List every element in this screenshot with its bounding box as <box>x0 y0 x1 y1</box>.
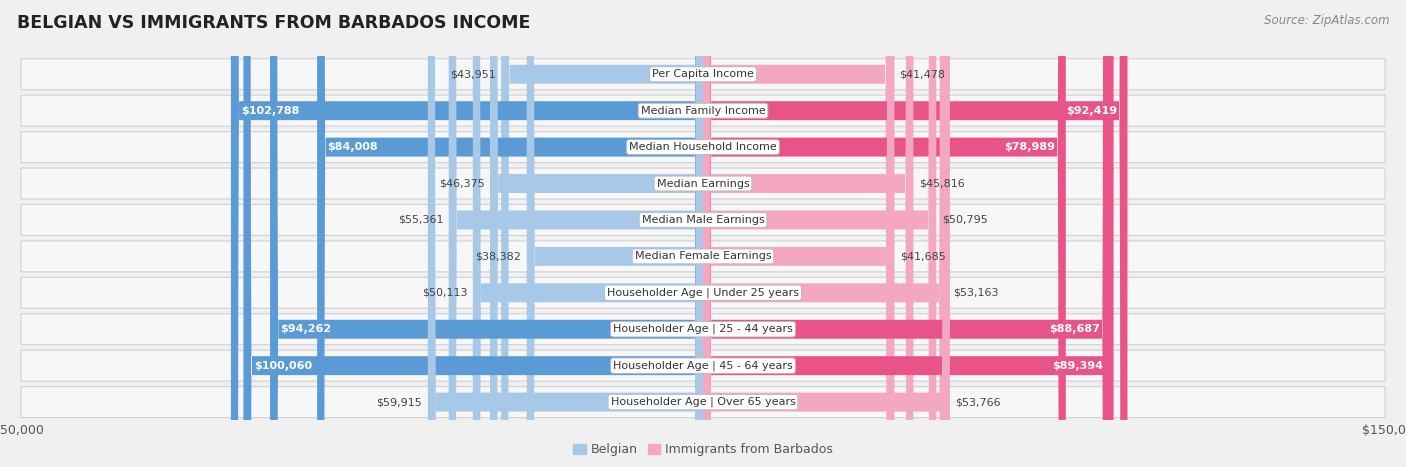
Text: Median Family Income: Median Family Income <box>641 106 765 116</box>
FancyBboxPatch shape <box>21 59 1385 90</box>
Text: $53,163: $53,163 <box>953 288 998 298</box>
FancyBboxPatch shape <box>703 0 1066 467</box>
Text: $46,375: $46,375 <box>439 178 485 189</box>
Text: Per Capita Income: Per Capita Income <box>652 69 754 79</box>
FancyBboxPatch shape <box>703 0 1128 467</box>
FancyBboxPatch shape <box>231 0 703 467</box>
Text: $41,685: $41,685 <box>900 251 946 262</box>
Text: $84,008: $84,008 <box>328 142 378 152</box>
FancyBboxPatch shape <box>243 0 703 467</box>
FancyBboxPatch shape <box>703 0 936 467</box>
Legend: Belgian, Immigrants from Barbados: Belgian, Immigrants from Barbados <box>568 439 838 461</box>
FancyBboxPatch shape <box>703 0 893 467</box>
Text: $45,816: $45,816 <box>920 178 965 189</box>
FancyBboxPatch shape <box>21 387 1385 417</box>
Text: $94,262: $94,262 <box>280 324 332 334</box>
FancyBboxPatch shape <box>21 314 1385 345</box>
Text: $89,394: $89,394 <box>1052 361 1104 371</box>
FancyBboxPatch shape <box>21 95 1385 126</box>
Text: $59,915: $59,915 <box>377 397 422 407</box>
Text: $41,478: $41,478 <box>898 69 945 79</box>
Text: Median Female Earnings: Median Female Earnings <box>634 251 772 262</box>
FancyBboxPatch shape <box>427 0 703 467</box>
Text: $92,419: $92,419 <box>1066 106 1118 116</box>
Text: Householder Age | 45 - 64 years: Householder Age | 45 - 64 years <box>613 361 793 371</box>
FancyBboxPatch shape <box>270 0 703 467</box>
FancyBboxPatch shape <box>21 132 1385 163</box>
FancyBboxPatch shape <box>449 0 703 467</box>
FancyBboxPatch shape <box>21 168 1385 199</box>
FancyBboxPatch shape <box>21 241 1385 272</box>
FancyBboxPatch shape <box>472 0 703 467</box>
Text: Householder Age | 25 - 44 years: Householder Age | 25 - 44 years <box>613 324 793 334</box>
FancyBboxPatch shape <box>501 0 703 467</box>
Text: $50,113: $50,113 <box>422 288 467 298</box>
Text: $53,766: $53,766 <box>956 397 1001 407</box>
FancyBboxPatch shape <box>703 0 948 467</box>
Text: $102,788: $102,788 <box>242 106 299 116</box>
FancyBboxPatch shape <box>21 350 1385 381</box>
Text: Householder Age | Over 65 years: Householder Age | Over 65 years <box>610 397 796 407</box>
FancyBboxPatch shape <box>703 0 950 467</box>
Text: $50,795: $50,795 <box>942 215 987 225</box>
FancyBboxPatch shape <box>527 0 703 467</box>
FancyBboxPatch shape <box>491 0 703 467</box>
Text: Median Earnings: Median Earnings <box>657 178 749 189</box>
Text: $43,951: $43,951 <box>450 69 496 79</box>
FancyBboxPatch shape <box>703 0 894 467</box>
FancyBboxPatch shape <box>21 277 1385 308</box>
FancyBboxPatch shape <box>21 205 1385 235</box>
Text: BELGIAN VS IMMIGRANTS FROM BARBADOS INCOME: BELGIAN VS IMMIGRANTS FROM BARBADOS INCO… <box>17 14 530 32</box>
Text: $100,060: $100,060 <box>253 361 312 371</box>
Text: $55,361: $55,361 <box>398 215 443 225</box>
Text: Source: ZipAtlas.com: Source: ZipAtlas.com <box>1264 14 1389 27</box>
FancyBboxPatch shape <box>703 0 1114 467</box>
Text: Median Male Earnings: Median Male Earnings <box>641 215 765 225</box>
FancyBboxPatch shape <box>703 0 1111 467</box>
FancyBboxPatch shape <box>318 0 703 467</box>
Text: Median Household Income: Median Household Income <box>628 142 778 152</box>
Text: $88,687: $88,687 <box>1049 324 1099 334</box>
Text: $38,382: $38,382 <box>475 251 522 262</box>
Text: Householder Age | Under 25 years: Householder Age | Under 25 years <box>607 288 799 298</box>
Text: $78,989: $78,989 <box>1004 142 1056 152</box>
FancyBboxPatch shape <box>703 0 914 467</box>
